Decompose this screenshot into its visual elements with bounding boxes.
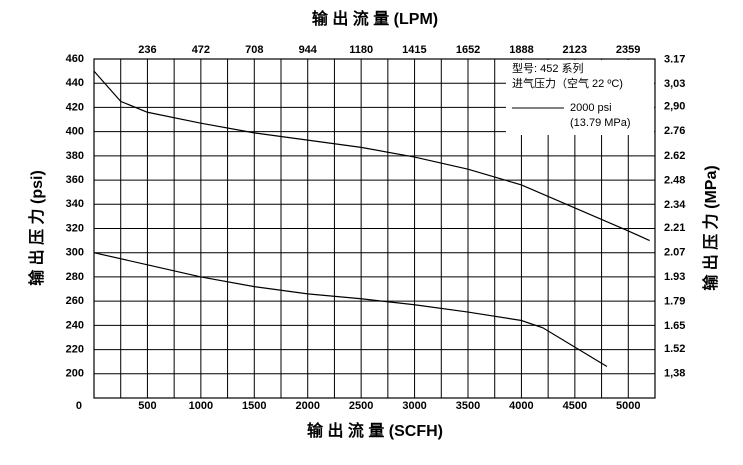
annotation: 型号: 452 系列 [512, 61, 584, 75]
x2-tick-label: 944 [299, 44, 318, 56]
y-tick-label: 340 [66, 198, 84, 210]
annotation-box [506, 60, 654, 135]
y2-axis-title: 输 出 压 力 (MPa) [701, 165, 720, 290]
y-tick-label: 280 [66, 271, 84, 283]
x2-tick-label: 1888 [509, 44, 533, 56]
legend-label: 2000 psi [570, 102, 612, 114]
x-tick-label: 1000 [189, 400, 213, 412]
x-tick-label: 3000 [402, 400, 426, 412]
x-tick-label: 0 [76, 400, 82, 412]
annotation: 进气压力（空气 22 ºC) [512, 76, 623, 90]
y2-tick-label: 1,38 [664, 368, 685, 380]
y2-tick-label: 2.76 [664, 125, 685, 137]
x2-tick-label: 1180 [349, 44, 373, 56]
line [93, 252, 608, 368]
y-tick-label: 360 [66, 174, 84, 186]
y2-tick-label: 1.93 [664, 271, 685, 283]
top-axis-title: 输 出 流 量 (LPM) [312, 9, 438, 28]
x2-tick-label: 1415 [402, 44, 426, 56]
y2-tick-label: 2.62 [664, 150, 685, 162]
x-tick-label: 4000 [509, 400, 533, 412]
x2-tick-label: 708 [245, 44, 263, 56]
y2-tick-label: 2.48 [664, 174, 685, 186]
y2-tick-label: 2.34 [664, 199, 686, 211]
y2-tick-label: 2,90 [664, 101, 685, 113]
x-tick-label: 2500 [349, 400, 373, 412]
x-axis-title: 输 出 流 量 (SCFH) [307, 421, 443, 440]
y-axis-title: 输 出 压 力 (psi) [27, 170, 46, 286]
y2-tick-label: 1.52 [664, 343, 685, 355]
x-tick-label: 2000 [295, 400, 319, 412]
y2-tick-label: 1.79 [664, 296, 685, 308]
x-tick-label: 3500 [456, 400, 480, 412]
y-tick-label: 200 [66, 368, 84, 380]
y2-tick-label: 2.07 [664, 246, 685, 258]
y-tick-label: 400 [66, 126, 84, 138]
plot-frame [93, 58, 656, 399]
x2-tick-label: 1652 [456, 44, 480, 56]
y2-tick-label: 3.17 [664, 53, 685, 65]
y-tick-label: 420 [66, 101, 84, 113]
y-tick-label: 220 [66, 343, 84, 355]
y2-tick-label: 3,03 [664, 78, 685, 90]
x2-tick-label: 2123 [562, 44, 586, 56]
y2-tick-label: 1.65 [664, 320, 685, 332]
y-tick-label: 260 [66, 295, 84, 307]
x2-tick-label: 472 [192, 44, 210, 56]
y-tick-label: 320 [66, 222, 84, 234]
x-tick-label: 4500 [563, 400, 587, 412]
x-tick-label: 5000 [616, 400, 640, 412]
y-tick-label: 380 [66, 150, 84, 162]
x-tick-label: 500 [138, 400, 156, 412]
line [93, 70, 650, 242]
y-tick-label: 300 [66, 247, 84, 259]
x2-tick-label: 2359 [616, 44, 640, 56]
y-tick-label: 240 [66, 319, 84, 331]
y2-tick-label: 2.21 [664, 222, 685, 234]
legend-sublabel: (13.79 MPa) [570, 117, 631, 129]
y-tick-label: 440 [66, 77, 84, 89]
x2-tick-label: 236 [138, 44, 156, 56]
y-tick-label: 460 [66, 53, 84, 65]
x-tick-label: 1500 [242, 400, 266, 412]
